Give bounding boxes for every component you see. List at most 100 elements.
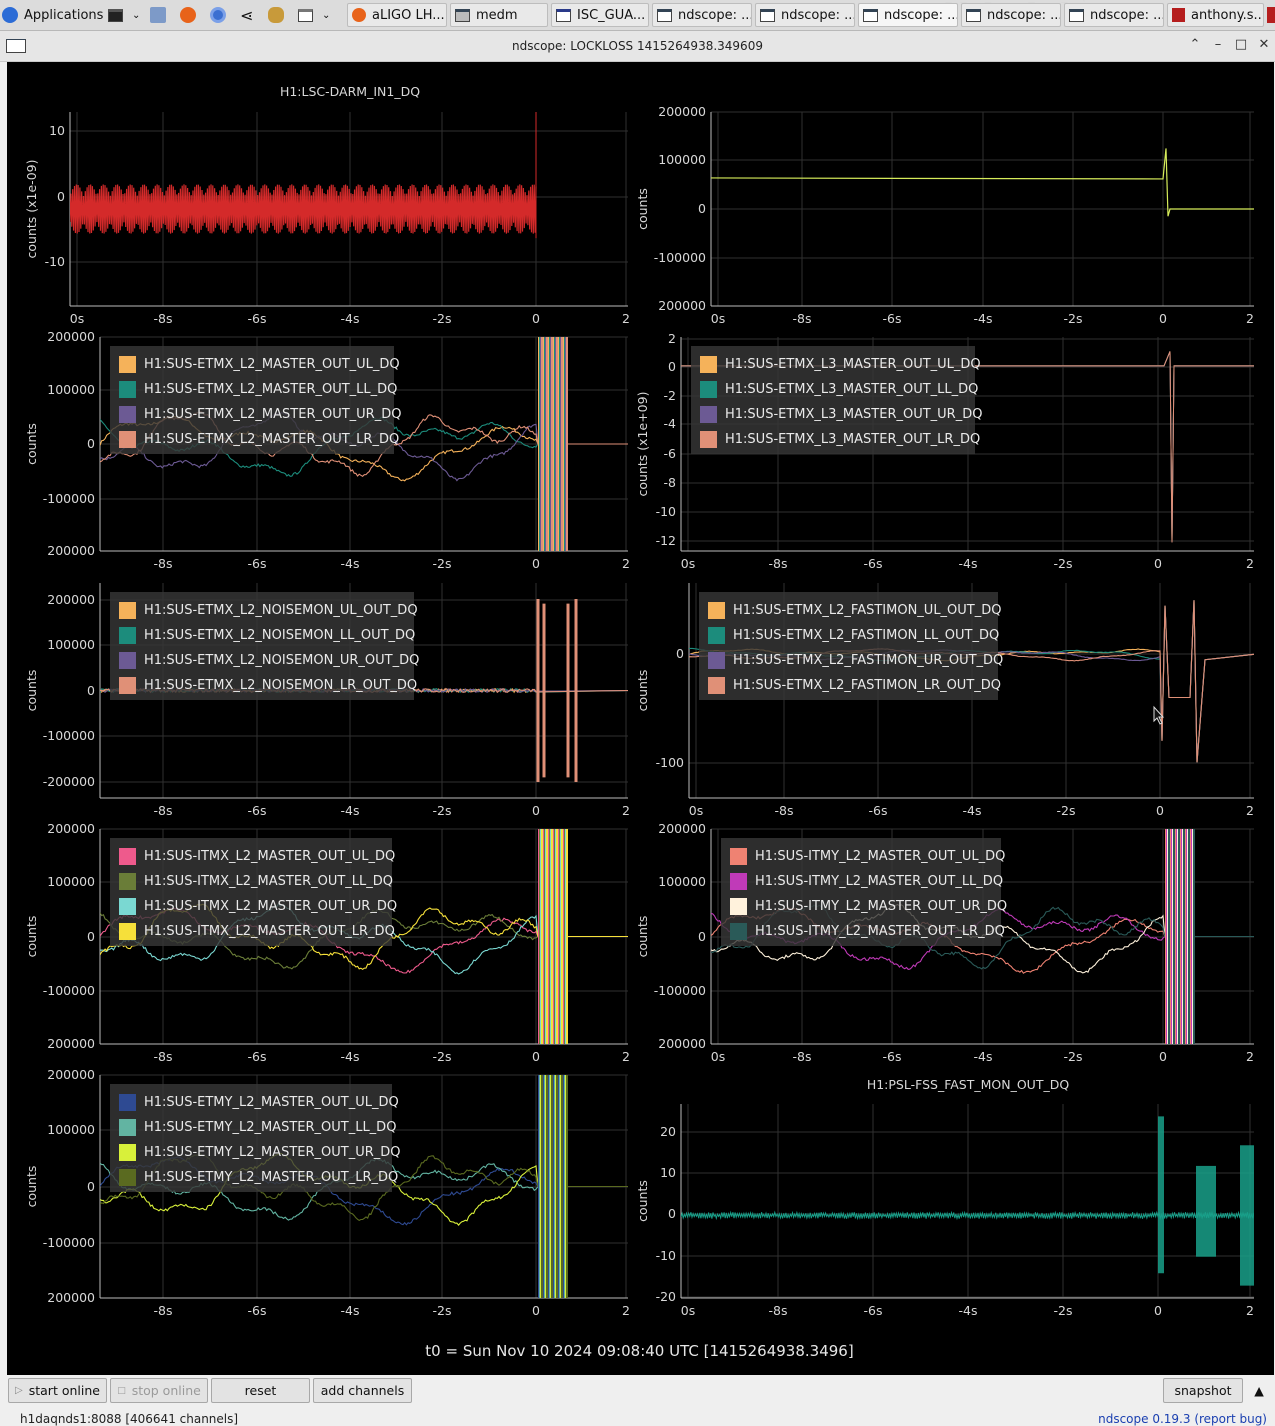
task-button[interactable]: ndscope: ... <box>961 3 1061 27</box>
legend-item[interactable]: H1:SUS-ETMX_L2_MASTER_OUT_LR_DQ <box>119 429 399 449</box>
start-online-button[interactable]: ▷ start online <box>8 1378 107 1403</box>
y-tick-label: 200000 <box>47 543 95 558</box>
task-button[interactable]: medm <box>450 3 548 27</box>
legend-swatch <box>119 676 136 694</box>
legend-label: H1:SUS-ETMY_L2_MASTER_OUT_UL_DQ <box>144 1094 399 1110</box>
x-tick-label: 2 <box>622 1049 630 1064</box>
x-tick-label: -4s <box>959 556 978 571</box>
legend-item[interactable]: H1:SUS-ETMX_L2_FASTIMON_UR_OUT_DQ <box>708 650 1003 670</box>
x-tick-label: 0 <box>532 803 540 818</box>
legend-item[interactable]: H1:SUS-ETMX_L3_MASTER_OUT_UR_DQ <box>700 404 982 424</box>
legend-item[interactable]: H1:SUS-ETMX_L3_MASTER_OUT_UL_DQ <box>700 354 981 374</box>
x-tick-label: -6s <box>248 311 267 326</box>
snapshot-button[interactable]: snapshot <box>1163 1378 1243 1403</box>
legend-label: H1:SUS-ETMX_L2_MASTER_OUT_UR_DQ <box>144 406 402 422</box>
legend-swatch <box>119 1143 136 1161</box>
x-tick-label: -8s <box>154 803 173 818</box>
legend-item[interactable]: H1:SUS-ETMY_L2_MASTER_OUT_UL_DQ <box>119 1092 399 1112</box>
task-overflow[interactable] <box>1267 3 1275 27</box>
y-tick-label: 2 <box>668 331 676 346</box>
add-channels-button[interactable]: add channels <box>313 1378 412 1403</box>
legend-item[interactable]: H1:SUS-ITMX_L2_MASTER_OUT_LR_DQ <box>119 921 395 941</box>
legend-item[interactable]: H1:SUS-ITMY_L2_MASTER_OUT_LL_DQ <box>730 871 1003 891</box>
task-button[interactable]: ndscope: ... <box>755 3 855 27</box>
triangle-up-icon[interactable]: ▲ <box>1254 1383 1264 1398</box>
legend-item[interactable]: H1:SUS-ITMY_L2_MASTER_OUT_UR_DQ <box>730 896 1007 916</box>
shade-icon[interactable]: ⌃ <box>1189 37 1201 52</box>
trace-line <box>681 351 1254 543</box>
x-tick-label: -4s <box>341 1303 360 1318</box>
x-tick-label: -8s <box>769 556 788 571</box>
legend-item[interactable]: H1:SUS-ITMX_L2_MASTER_OUT_UL_DQ <box>119 846 395 866</box>
legend-label: H1:SUS-ETMX_L2_NOISEMON_LR_OUT_DQ <box>144 677 418 693</box>
legend-swatch <box>119 651 136 669</box>
close-icon[interactable]: ✕ <box>1258 37 1270 52</box>
legend-item[interactable]: H1:SUS-ETMX_L2_NOISEMON_UL_OUT_DQ <box>119 600 418 620</box>
legend-swatch <box>119 626 136 644</box>
x-tick-label: 0 <box>532 556 540 571</box>
stop-online-button[interactable]: □ stop online <box>110 1378 208 1403</box>
burst-area <box>1196 1165 1216 1257</box>
legend-swatch <box>708 651 725 669</box>
task-button[interactable]: ISC_GUA... <box>551 3 649 27</box>
folder-launcher-icon[interactable] <box>150 3 172 27</box>
legend-swatch <box>708 676 725 694</box>
legend-item[interactable]: H1:SUS-ETMX_L2_NOISEMON_LR_OUT_DQ <box>119 675 417 695</box>
chevron-down-icon[interactable]: ⌄ <box>322 9 331 21</box>
minimize-icon[interactable]: – <box>1214 37 1222 52</box>
legend-item[interactable]: H1:SUS-ITMX_L2_MASTER_OUT_LL_DQ <box>119 871 393 891</box>
window-icon <box>1069 8 1084 22</box>
legend-item[interactable]: H1:SUS-ETMX_L2_FASTIMON_LL_OUT_DQ <box>708 625 999 645</box>
task-button[interactable]: ndscope: ... <box>1064 3 1164 27</box>
reset-button[interactable]: reset <box>211 1378 310 1403</box>
applications-menu[interactable]: Applications <box>2 3 108 27</box>
legend-item[interactable]: H1:SUS-ETMY_L2_MASTER_OUT_LL_DQ <box>119 1117 396 1137</box>
version-link[interactable]: ndscope 0.19.3 (report bug) <box>1098 1412 1267 1426</box>
legend-item[interactable]: H1:SUS-ETMX_L3_MASTER_OUT_LL_DQ <box>700 379 978 399</box>
x-tick-label: 0s <box>689 803 703 818</box>
legend: H1:SUS-ITMX_L2_MASTER_OUT_UL_DQ H1:SUS-IT… <box>110 838 397 946</box>
legend-item[interactable]: H1:SUS-ETMY_L2_MASTER_OUT_LR_DQ <box>119 1167 398 1187</box>
legend-swatch <box>730 872 747 890</box>
maximize-icon[interactable]: □ <box>1234 37 1248 52</box>
share-launcher-icon[interactable]: ⋖ <box>240 5 254 25</box>
legend-swatch <box>700 355 717 373</box>
legend-item[interactable]: H1:SUS-ETMX_L2_NOISEMON_UR_OUT_DQ <box>119 650 419 670</box>
legend-swatch <box>119 430 136 448</box>
legend-item[interactable]: H1:SUS-ETMX_L2_MASTER_OUT_UL_DQ <box>119 354 400 374</box>
task-button[interactable]: aLIGO LH... <box>347 3 447 27</box>
task-button-active[interactable]: ndscope: ... <box>858 3 958 27</box>
legend-label: H1:SUS-ITMY_L2_MASTER_OUT_UL_DQ <box>755 848 1006 864</box>
legend-item[interactable]: H1:SUS-ETMX_L2_NOISEMON_LL_OUT_DQ <box>119 625 415 645</box>
y-tick-label: 200000 <box>658 821 706 836</box>
task-button[interactable]: ndscope: ... <box>652 3 752 27</box>
legend-item[interactable]: H1:SUS-ETMX_L2_FASTIMON_UL_OUT_DQ <box>708 600 1002 620</box>
chevron-down-icon[interactable]: ⌄ <box>132 9 141 21</box>
legend-item[interactable]: H1:SUS-ITMX_L2_MASTER_OUT_UR_DQ <box>119 896 397 916</box>
firefox-launcher-icon[interactable] <box>180 3 202 27</box>
legend-label: H1:SUS-ITMX_L2_MASTER_OUT_LR_DQ <box>144 923 395 939</box>
legend-item[interactable]: H1:SUS-ETMX_L2_MASTER_OUT_LL_DQ <box>119 379 397 399</box>
legend-item[interactable]: H1:SUS-ITMY_L2_MASTER_OUT_LR_DQ <box>730 921 1005 941</box>
terminal-launcher-icon[interactable] <box>108 3 134 27</box>
legend-item[interactable]: H1:SUS-ETMY_L2_MASTER_OUT_UR_DQ <box>119 1142 401 1162</box>
y-axis-label: counts (x1e-09) <box>24 160 39 259</box>
task-button[interactable]: anthony.s... <box>1167 3 1264 27</box>
legend-label: H1:SUS-ETMX_L3_MASTER_OUT_UL_DQ <box>725 356 981 372</box>
burst-area <box>1240 1145 1254 1286</box>
legend-item[interactable]: H1:SUS-ITMY_L2_MASTER_OUT_UL_DQ <box>730 846 1005 866</box>
window-menu-icon[interactable] <box>6 39 26 53</box>
y-tick-label: 20 <box>660 1124 676 1139</box>
users-launcher-icon[interactable] <box>268 3 290 27</box>
applications-logo-icon <box>2 7 18 23</box>
legend-item[interactable]: H1:SUS-ETMX_L2_MASTER_OUT_UR_DQ <box>119 404 401 424</box>
chrome-launcher-icon[interactable] <box>210 3 232 27</box>
y-tick-label: -6 <box>664 446 677 461</box>
legend-item[interactable]: H1:SUS-ETMX_L2_FASTIMON_LR_OUT_DQ <box>708 675 1001 695</box>
traces <box>70 112 537 239</box>
window-icon <box>760 8 775 22</box>
legend-item[interactable]: H1:SUS-ETMX_L3_MASTER_OUT_LR_DQ <box>700 429 980 449</box>
y-tick-label: -10 <box>656 504 676 519</box>
editor-launcher-icon[interactable] <box>298 3 320 27</box>
